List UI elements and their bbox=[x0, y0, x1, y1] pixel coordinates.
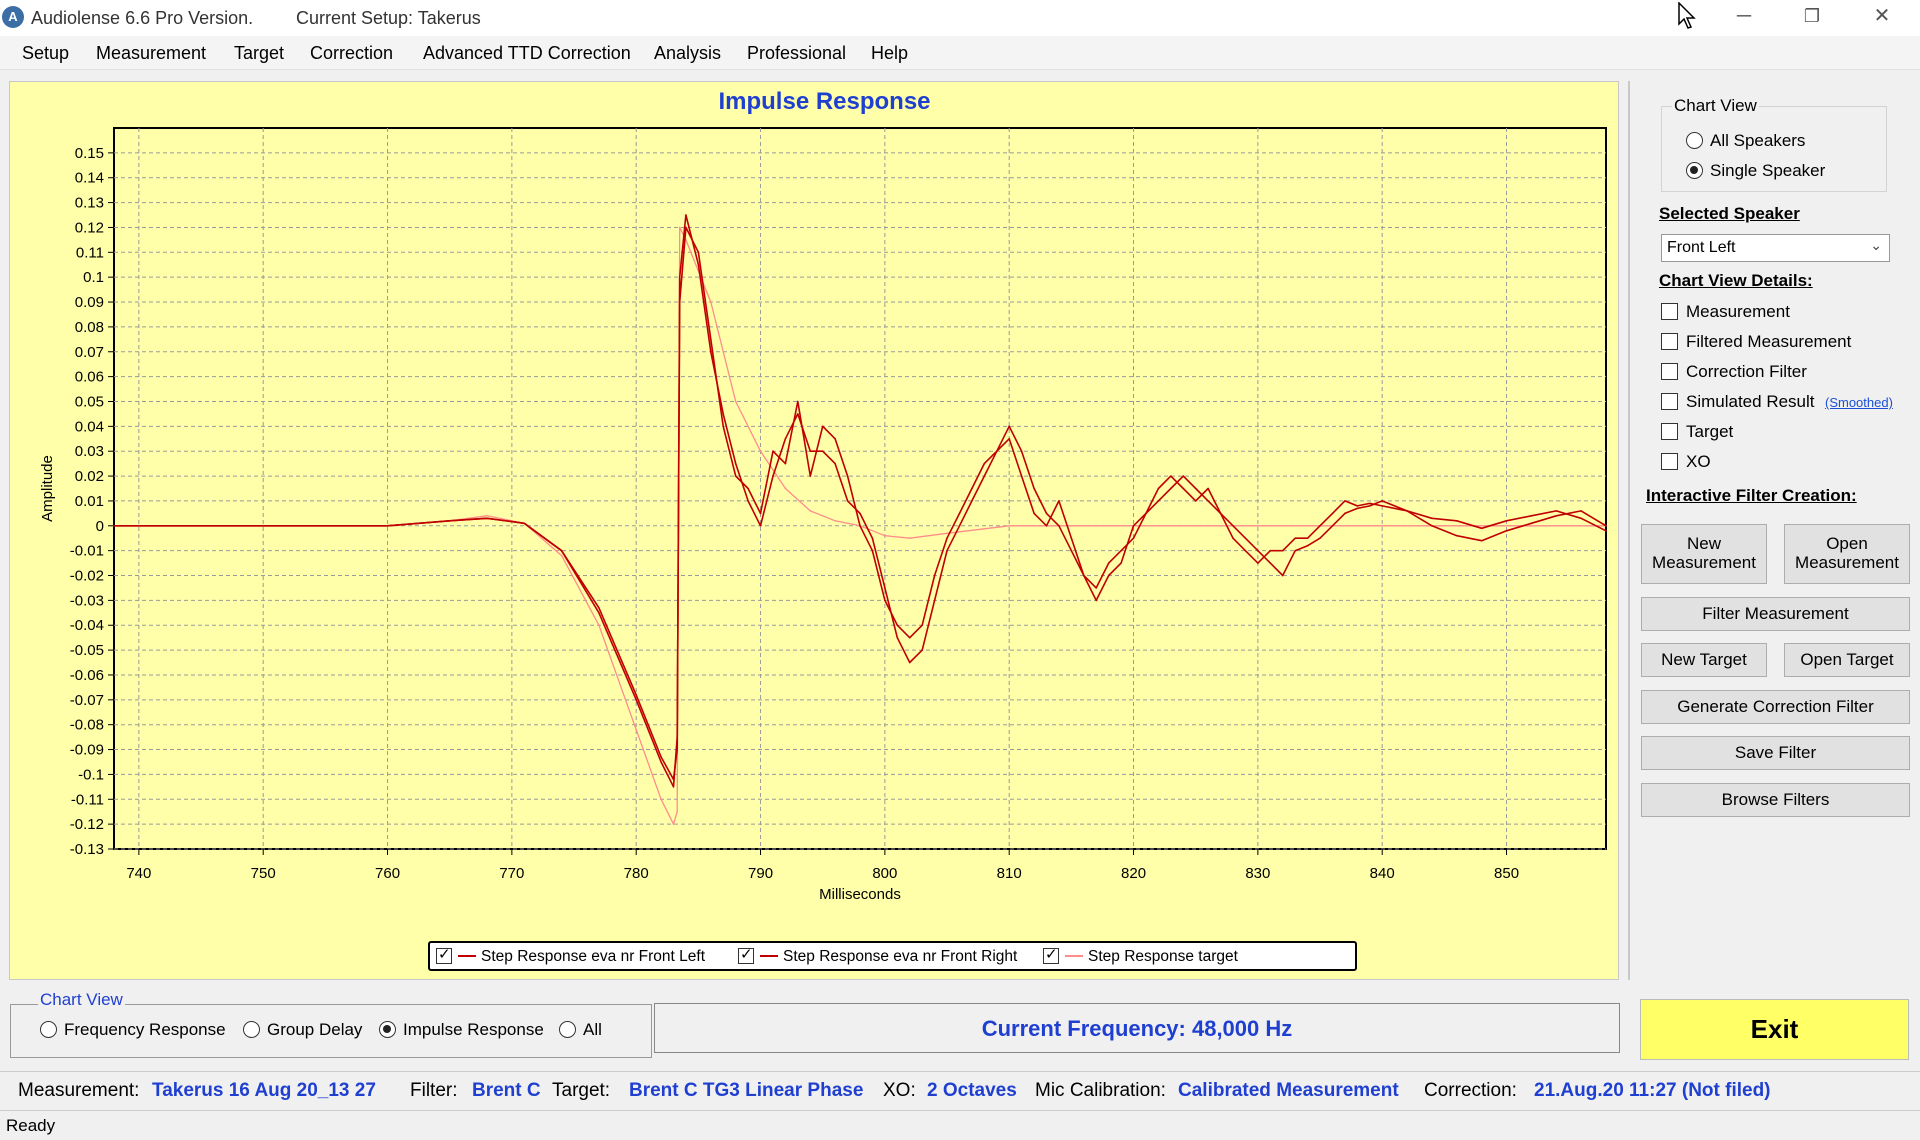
group-delay-label[interactable]: Group Delay bbox=[267, 1020, 363, 1039]
interactive-filter-heading: Interactive Filter Creation: bbox=[1646, 486, 1857, 505]
menu-help[interactable]: Help bbox=[871, 43, 909, 63]
menu-bar: Setup Measurement Target Correction Adva… bbox=[0, 36, 1920, 70]
chart-panel bbox=[9, 81, 1619, 980]
current-frequency-display: Current Frequency: 48,000 Hz bbox=[654, 1003, 1620, 1053]
filtered-measurement-label[interactable]: Filtered Measurement bbox=[1686, 332, 1852, 351]
simulated-result-checkbox[interactable] bbox=[1661, 393, 1678, 410]
all-label[interactable]: All bbox=[583, 1020, 602, 1039]
target-info-label: Target: bbox=[552, 1080, 611, 1101]
mouse-cursor-icon bbox=[1678, 2, 1696, 29]
status-text: Ready bbox=[6, 1116, 56, 1135]
menu-advanced-ttd-correction[interactable]: Advanced TTD Correction bbox=[423, 43, 631, 63]
chart-title: Impulse Response bbox=[718, 88, 931, 115]
open-measurement-line1: Open bbox=[1826, 534, 1868, 554]
legend-label-target: Step Response target bbox=[1088, 948, 1238, 965]
mic-calibration-value: Calibrated Measurement bbox=[1178, 1080, 1399, 1101]
all-radio[interactable] bbox=[559, 1021, 576, 1038]
chevron-down-icon: ⌄ bbox=[1870, 238, 1882, 254]
legend-checkbox-front-right[interactable] bbox=[738, 945, 754, 964]
open-target-button[interactable]: Open Target bbox=[1784, 643, 1910, 677]
impulse-response-radio[interactable] bbox=[379, 1021, 396, 1038]
minimize-button[interactable]: ─ bbox=[1736, 5, 1752, 27]
setup-info-bar: Measurement: Takerus 16 Aug 20_13 27 Fil… bbox=[0, 1071, 1920, 1111]
legend-label-front-left: Step Response eva nr Front Left bbox=[481, 948, 706, 965]
legend-swatch-front-left bbox=[458, 955, 476, 957]
browse-filters-button[interactable]: Browse Filters bbox=[1641, 783, 1910, 817]
xo-check-label[interactable]: XO bbox=[1686, 452, 1711, 471]
speaker-select[interactable]: Front Left ⌄ bbox=[1661, 234, 1890, 262]
measurement-info-label: Measurement: bbox=[18, 1080, 140, 1101]
xo-info-label: XO: bbox=[883, 1080, 916, 1101]
target-check-label[interactable]: Target bbox=[1686, 422, 1734, 441]
menu-setup[interactable]: Setup bbox=[22, 43, 70, 63]
save-filter-button[interactable]: Save Filter bbox=[1641, 736, 1910, 770]
legend-label-front-right: Step Response eva nr Front Right bbox=[783, 948, 1018, 965]
frequency-response-label[interactable]: Frequency Response bbox=[64, 1020, 226, 1039]
legend-entry-target[interactable]: Step Response target bbox=[1043, 945, 1238, 968]
correction-filter-label[interactable]: Correction Filter bbox=[1686, 362, 1807, 381]
correction-info-label: Correction: bbox=[1424, 1080, 1517, 1101]
audiolense-logo-icon: A bbox=[2, 6, 24, 28]
status-bar: Ready bbox=[0, 1112, 1920, 1140]
exit-button[interactable]: Exit bbox=[1640, 999, 1909, 1060]
open-measurement-button[interactable]: Open Measurement bbox=[1784, 524, 1910, 584]
new-measurement-button[interactable]: New Measurement bbox=[1641, 524, 1767, 584]
filter-measurement-button[interactable]: Filter Measurement bbox=[1641, 597, 1910, 631]
menu-correction[interactable]: Correction bbox=[310, 43, 394, 63]
measurement-check-label[interactable]: Measurement bbox=[1686, 302, 1790, 321]
group-delay-radio[interactable] bbox=[243, 1021, 260, 1038]
chart-view-details-heading: Chart View Details: bbox=[1659, 271, 1813, 290]
correction-filter-checkbox[interactable] bbox=[1661, 363, 1678, 380]
smoothed-link[interactable]: (Smoothed) bbox=[1825, 395, 1893, 410]
chart-view-speaker-group bbox=[1661, 106, 1887, 192]
single-speaker-label[interactable]: Single Speaker bbox=[1710, 161, 1826, 180]
generate-correction-filter-button[interactable]: Generate Correction Filter bbox=[1641, 690, 1910, 724]
filter-info-label: Filter: bbox=[410, 1080, 458, 1101]
menu-analysis[interactable]: Analysis bbox=[654, 43, 722, 63]
target-info-value: Brent C TG3 Linear Phase bbox=[629, 1080, 864, 1101]
menu-target[interactable]: Target bbox=[234, 43, 285, 63]
new-measurement-line2: Measurement bbox=[1652, 553, 1756, 572]
app-title: Audiolense 6.6 Pro Version. bbox=[31, 8, 254, 28]
legend-swatch-front-right bbox=[760, 955, 778, 957]
bottom-chart-view-title: Chart View bbox=[38, 990, 125, 1010]
chart-legend: Step Response eva nr Front Left Step Res… bbox=[428, 941, 1357, 971]
correction-info-value: 21.Aug.20 11:27 (Not filed) bbox=[1534, 1080, 1771, 1101]
menu-measurement[interactable]: Measurement bbox=[96, 43, 207, 63]
filtered-measurement-checkbox[interactable] bbox=[1661, 333, 1678, 350]
target-checkbox[interactable] bbox=[1661, 423, 1678, 440]
measurement-checkbox[interactable] bbox=[1661, 303, 1678, 320]
mic-calibration-label: Mic Calibration: bbox=[1035, 1080, 1166, 1101]
speaker-select-value: Front Left bbox=[1667, 239, 1736, 256]
legend-checkbox-front-left[interactable] bbox=[436, 945, 452, 964]
xo-info-value: 2 Octaves bbox=[927, 1080, 1017, 1101]
chart-view-speaker-title: Chart View bbox=[1672, 96, 1759, 116]
legend-checkbox-target[interactable] bbox=[1043, 945, 1059, 964]
all-speakers-radio[interactable] bbox=[1686, 132, 1703, 149]
legend-entry-front-left[interactable]: Step Response eva nr Front Left bbox=[436, 945, 706, 968]
close-button[interactable]: ✕ bbox=[1873, 5, 1891, 27]
selected-speaker-heading: Selected Speaker bbox=[1659, 204, 1800, 223]
simulated-result-label[interactable]: Simulated Result bbox=[1686, 392, 1815, 411]
single-speaker-radio[interactable] bbox=[1686, 162, 1703, 179]
open-measurement-line2: Measurement bbox=[1795, 553, 1899, 572]
frequency-response-radio[interactable] bbox=[40, 1021, 57, 1038]
all-speakers-label[interactable]: All Speakers bbox=[1710, 131, 1806, 150]
current-setup-label: Current Setup: Takerus bbox=[296, 8, 481, 28]
title-bar: A Audiolense 6.6 Pro Version. Current Se… bbox=[0, 0, 1920, 36]
filter-info-value: Brent C bbox=[472, 1080, 541, 1101]
menu-professional[interactable]: Professional bbox=[747, 43, 847, 63]
measurement-info-value: Takerus 16 Aug 20_13 27 bbox=[152, 1080, 376, 1101]
new-target-button[interactable]: New Target bbox=[1641, 643, 1767, 677]
new-measurement-line1: New bbox=[1686, 534, 1721, 554]
legend-swatch-target bbox=[1065, 955, 1083, 957]
maximize-button[interactable]: ❐ bbox=[1803, 6, 1821, 26]
xo-checkbox[interactable] bbox=[1661, 453, 1678, 470]
impulse-response-label[interactable]: Impulse Response bbox=[403, 1020, 544, 1039]
bottom-chart-view-group bbox=[10, 1004, 652, 1058]
legend-entry-front-right[interactable]: Step Response eva nr Front Right bbox=[738, 945, 1018, 968]
